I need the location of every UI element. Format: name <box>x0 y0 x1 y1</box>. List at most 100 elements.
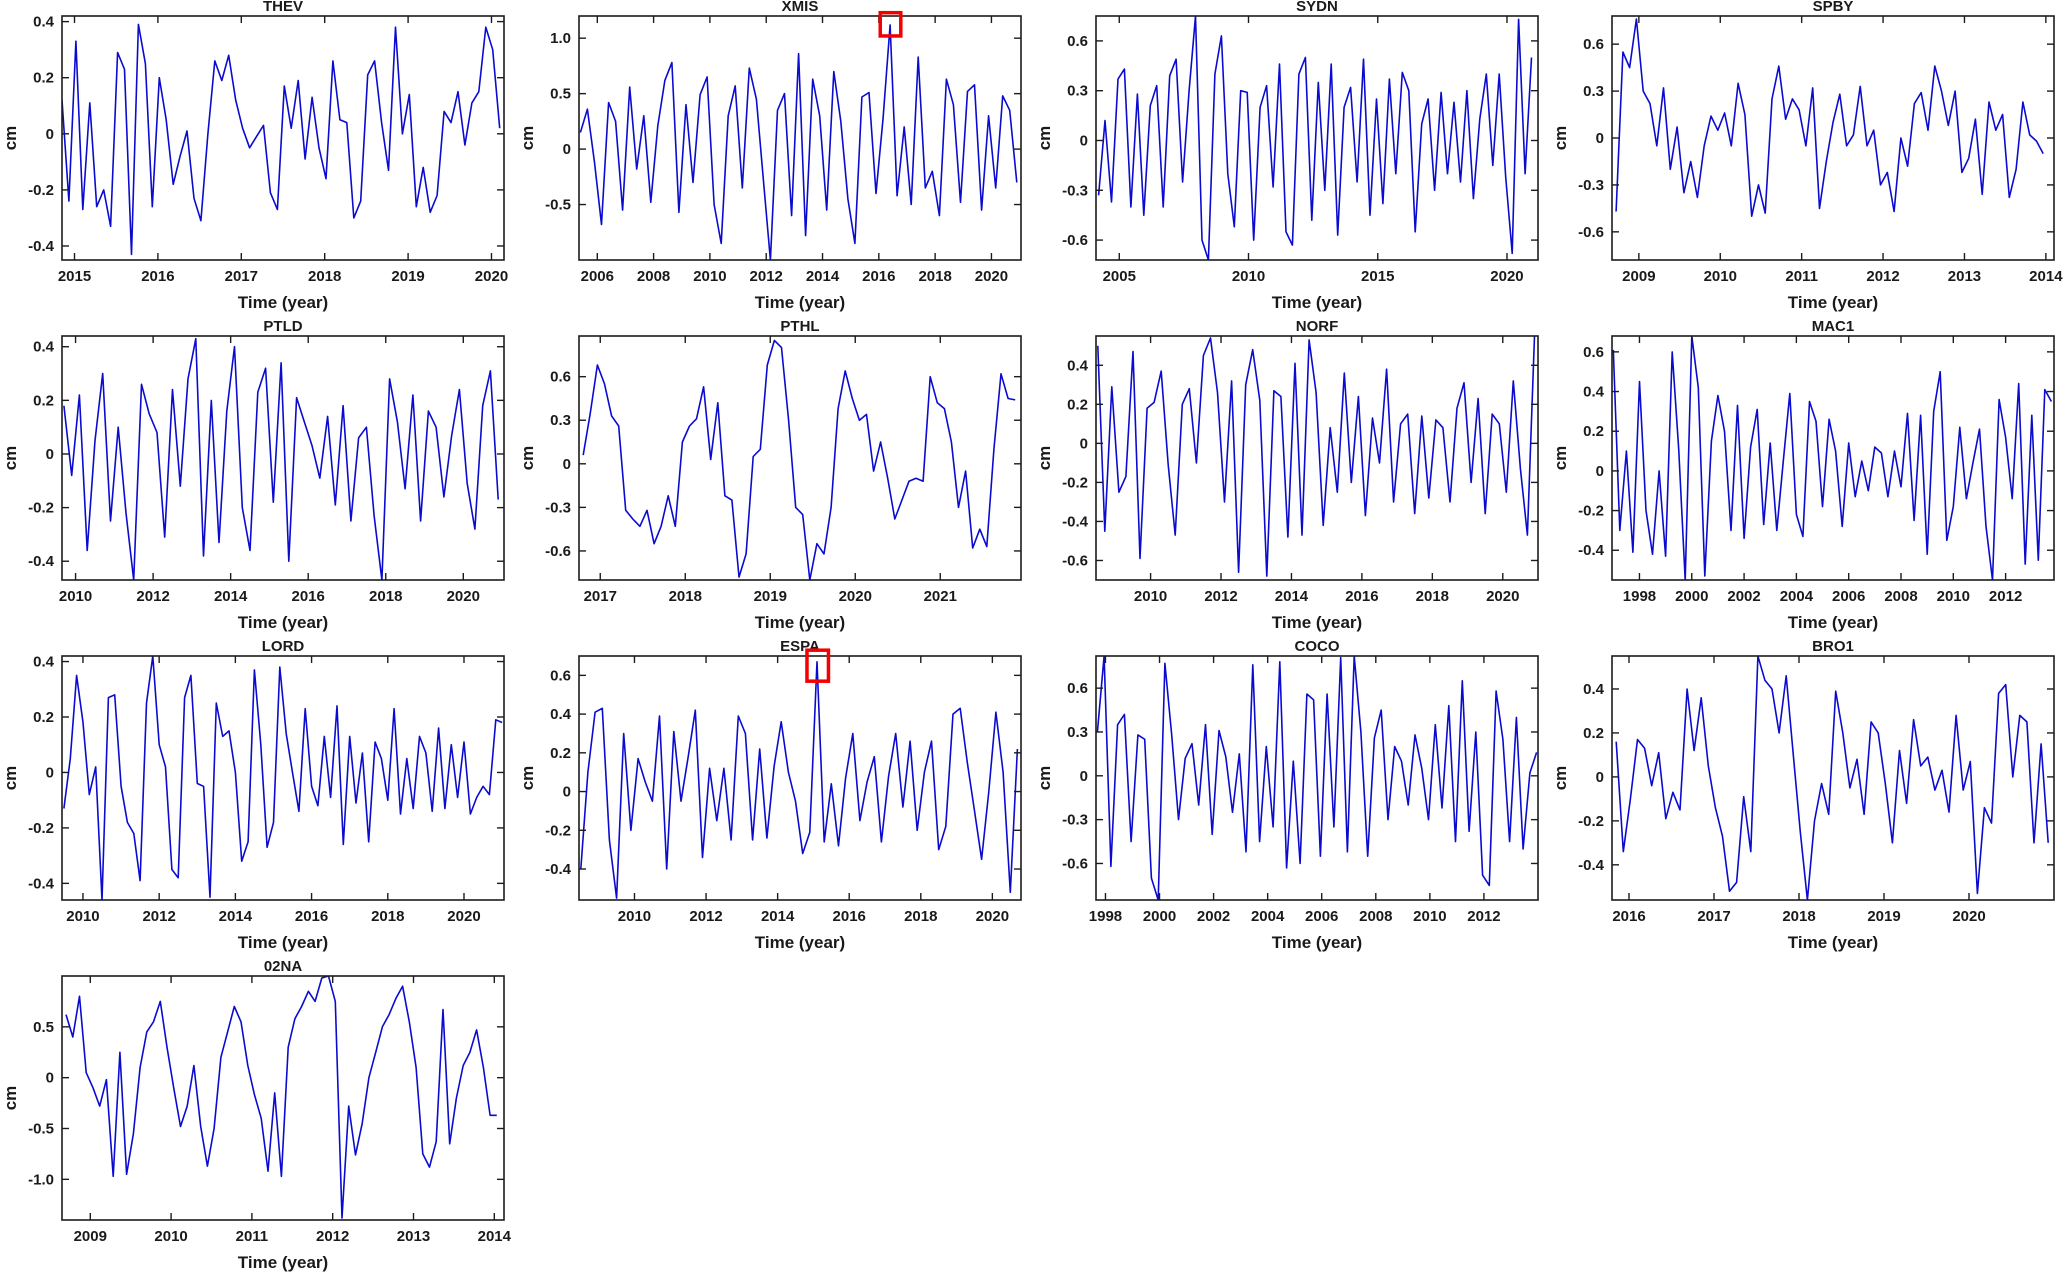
y-tick-label: -0.2 <box>28 182 54 199</box>
y-axis-label: cm <box>1551 766 1570 791</box>
x-tick-label: 2020 <box>838 588 871 605</box>
y-axis-label: cm <box>518 446 537 471</box>
plot-title: MAC1 <box>1812 318 1855 335</box>
y-tick-label: 0.2 <box>1583 725 1604 742</box>
data-line <box>1615 656 2050 900</box>
axes-frame <box>61 655 505 901</box>
data-line <box>1096 336 1535 577</box>
y-tick-label: 0.3 <box>550 412 571 429</box>
data-line <box>65 976 497 1219</box>
data-line <box>1097 16 1532 260</box>
y-tick-label: 0.4 <box>33 339 55 356</box>
x-tick-label: 2015 <box>1361 268 1394 285</box>
chart-svg: 1998 2000 2002 2004 2006 2008 2010 2012 -0.4 -0.2… <box>1551 318 2056 632</box>
x-tick-label: 2020 <box>475 268 508 285</box>
y-tick-label: -0.6 <box>1062 232 1088 249</box>
x-tick-label: 2014 <box>761 908 795 925</box>
axes-frame <box>61 335 505 581</box>
x-tick-label: 2012 <box>142 908 175 925</box>
x-tick-label: 2004 <box>1780 588 1814 605</box>
x-tick-label: 2013 <box>1948 268 1981 285</box>
subplot-LORD: 2010 2012 2014 2016 2018 2020 -0.4 -0.2 0 0.2 0.4 L… <box>0 638 516 960</box>
data-line <box>1612 336 2053 580</box>
data-line <box>63 656 503 900</box>
x-tick-label: 2010 <box>1133 588 1166 605</box>
axes-frame <box>61 975 505 1221</box>
x-tick-label: 2006 <box>580 268 613 285</box>
x-tick-label: 2010 <box>618 908 651 925</box>
x-tick-label: 2012 <box>749 268 782 285</box>
y-tick-label: 0 <box>562 141 570 158</box>
x-tick-label: 2021 <box>923 588 956 605</box>
x-axis-label: Time (year) <box>238 293 328 312</box>
x-tick-label: 2010 <box>66 908 99 925</box>
x-tick-label: 2012 <box>1989 588 2022 605</box>
subplot-SYDN: 2005 2010 2015 2020 -0.6 -0.3 0 0.3 0.6 SYDN Time … <box>1034 0 1550 320</box>
subplot-MAC1: 1998 2000 2002 2004 2006 2008 2010 2012 -0.4 -0.2… <box>1550 318 2066 640</box>
x-tick-label: 2016 <box>832 908 865 925</box>
y-tick-label: 0.6 <box>550 369 571 386</box>
plot-title: NORF <box>1295 318 1338 335</box>
x-axis-label: Time (year) <box>238 1253 328 1272</box>
x-tick-label: 2014 <box>2029 268 2063 285</box>
x-tick-label: 2013 <box>397 1228 430 1245</box>
y-tick-label: 0.2 <box>550 745 571 762</box>
highlight-box <box>878 10 903 38</box>
y-tick-label: 0.6 <box>1067 680 1088 697</box>
x-tick-label: 2012 <box>1467 908 1500 925</box>
chart-svg: 2010 2012 2014 2016 2018 2020 -0.4 -0.2 0 0.2 0.4 L… <box>1 638 505 952</box>
y-axis-label: cm <box>1035 446 1054 471</box>
y-axis-label: cm <box>1035 126 1054 151</box>
x-tick-label: 2020 <box>1953 908 1986 925</box>
x-tick-label: 2014 <box>1274 588 1308 605</box>
axes-frame <box>1611 655 2056 901</box>
y-tick-label: -0.4 <box>28 553 55 570</box>
y-axis-label: cm <box>518 766 537 791</box>
x-tick-label: 2008 <box>1885 588 1918 605</box>
y-axis-label: cm <box>1 446 20 471</box>
plot-title: 02NA <box>264 958 303 975</box>
subplot-THEV: 2015 2016 2017 2018 2019 2020 -0.4 -0.2 0 0.2 0.4 T… <box>0 0 516 320</box>
x-tick-label: 2005 <box>1102 268 1135 285</box>
y-tick-label: -0.4 <box>28 875 55 892</box>
y-tick-label: 0 <box>46 126 54 143</box>
x-tick-label: 2019 <box>391 268 424 285</box>
subplot-02NA: 2009 2010 2011 2012 2013 2014 -1.0 -0.5 0 0.5 02NA… <box>0 958 516 1280</box>
x-tick-label: 2008 <box>637 268 670 285</box>
axes-frame <box>1611 335 2056 581</box>
chart-svg: 2010 2012 2014 2016 2018 2020 -0.4 -0.2 0 0.2 0.4 0… <box>518 638 1022 952</box>
chart-svg: 2015 2016 2017 2018 2019 2020 -0.4 -0.2 0 0.2 0.4 T… <box>1 0 508 312</box>
subplot-PTHL: 2017 2018 2019 2020 2021 -0.6 -0.3 0 0.3 0.6 PTHL T… <box>517 318 1033 640</box>
y-tick-label: 0 <box>1079 768 1087 785</box>
x-tick-label: 2020 <box>1490 268 1523 285</box>
x-tick-label: 1998 <box>1088 908 1121 925</box>
x-tick-label: 2006 <box>1305 908 1338 925</box>
x-tick-label: 2010 <box>1413 908 1446 925</box>
y-tick-label: -0.6 <box>1062 855 1088 872</box>
subplot-NORF: 2010 2012 2014 2016 2018 2020 -0.6 -0.4 -0.2 0 0.2… <box>1034 318 1550 640</box>
x-tick-label: 2009 <box>1622 268 1655 285</box>
y-tick-label: -0.3 <box>1062 182 1088 199</box>
x-tick-label: 2017 <box>583 588 616 605</box>
x-tick-label: 2020 <box>1486 588 1519 605</box>
x-tick-label: 2002 <box>1728 588 1761 605</box>
x-axis-label: Time (year) <box>755 613 845 632</box>
x-tick-label: 2000 <box>1142 908 1175 925</box>
y-tick-label: 0 <box>1596 769 1604 786</box>
x-tick-label: 2019 <box>1868 908 1901 925</box>
x-tick-label: 2012 <box>1867 268 1900 285</box>
x-tick-label: 2018 <box>1415 588 1448 605</box>
x-tick-label: 2008 <box>1359 908 1392 925</box>
y-tick-label: 0.6 <box>1583 36 1604 53</box>
data-line <box>579 660 1018 899</box>
x-axis-label: Time (year) <box>755 293 845 312</box>
x-tick-label: 2004 <box>1250 908 1284 925</box>
axes-frame <box>577 335 1022 581</box>
x-tick-label: 2019 <box>753 588 786 605</box>
y-tick-label: 0 <box>1079 132 1087 149</box>
data-line <box>62 23 501 256</box>
x-tick-label: 2018 <box>371 908 404 925</box>
y-tick-label: 0 <box>1596 463 1604 480</box>
y-axis-label: cm <box>1 766 20 791</box>
y-tick-label: 1.0 <box>550 30 571 47</box>
